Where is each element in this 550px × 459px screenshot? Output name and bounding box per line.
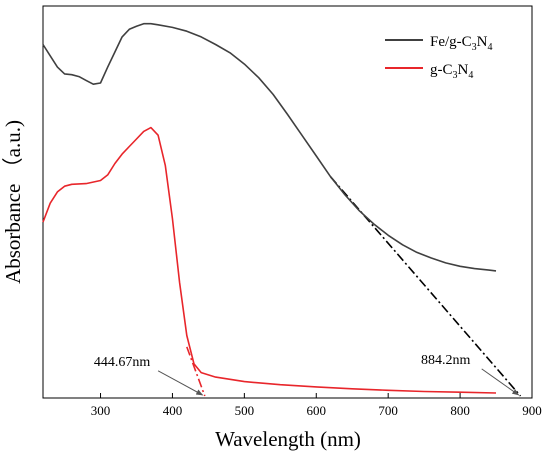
x-axis-title: Wavelength (nm) (215, 427, 361, 451)
annotation-arrow-884-2nm (481, 368, 520, 396)
series-line-g-c3n4 (42, 126, 497, 394)
series-line-fe-g-c3n4 (42, 22, 497, 272)
annotations: 444.67nm 884.2nm (94, 353, 520, 396)
tangent-lines (186, 176, 522, 397)
tangent-line-1 (186, 346, 206, 397)
x-tick-label-500: 500 (235, 403, 255, 418)
x-axis-ticks: 300 400 500 600 700 800 900 (91, 393, 542, 418)
x-tick-label-800: 800 (450, 403, 470, 418)
tangent-line-2 (329, 176, 522, 397)
annotation-444-67nm: 444.67nm (94, 355, 151, 370)
legend: Fe/g-C3N4 g-C3N4 (385, 34, 493, 81)
annotation-arrow-444-67nm (157, 370, 204, 396)
x-tick-label-300: 300 (91, 403, 111, 418)
x-tick-label-900: 900 (522, 403, 542, 418)
x-tick-label-700: 700 (378, 403, 398, 418)
x-tick-label-600: 600 (307, 403, 327, 418)
plot-frame (42, 5, 533, 399)
series-layer (42, 22, 497, 394)
y-axis-title: Absorbance （a.u.) (1, 120, 25, 284)
x-tick-label-400: 400 (163, 403, 183, 418)
legend-label-g-c3n4: g-C3N4 (430, 62, 473, 81)
legend-label-fe-g-c3n4: Fe/g-C3N4 (430, 34, 493, 53)
annotation-884-2nm: 884.2nm (421, 353, 471, 368)
